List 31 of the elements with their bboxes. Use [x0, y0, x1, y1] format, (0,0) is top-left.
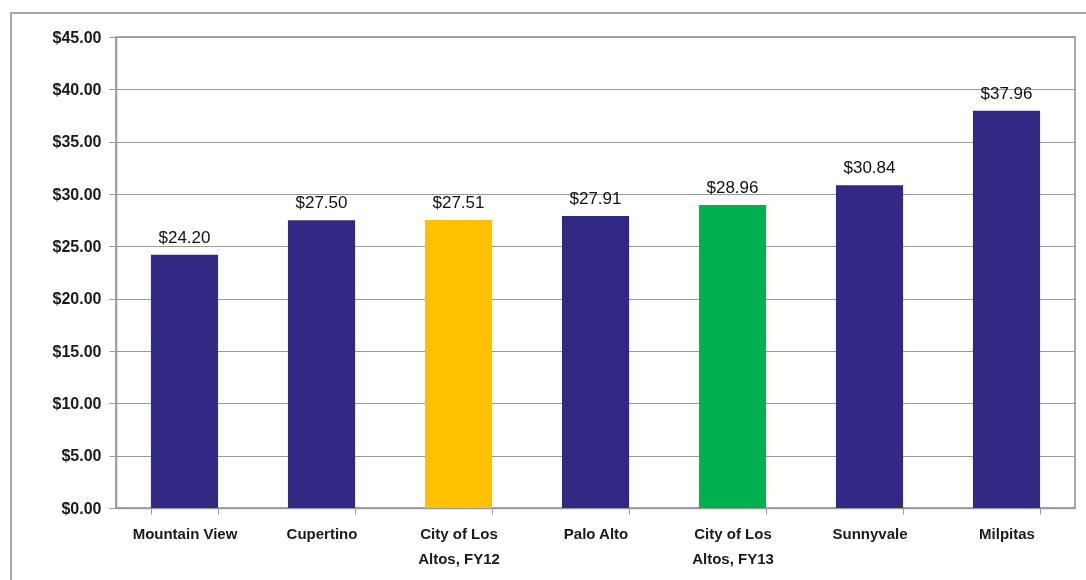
- y-tick-label: $0.00: [61, 499, 102, 517]
- data-label: $37.96: [980, 83, 1033, 103]
- y-tick-label: $10.00: [52, 394, 102, 412]
- x-tick-label: Palo Alto: [563, 524, 629, 542]
- bar: [835, 185, 904, 508]
- y-tick-label: $5.00: [61, 447, 102, 465]
- bar: [150, 254, 219, 508]
- data-label: $28.96: [706, 177, 759, 197]
- y-tick-label: $20.00: [52, 290, 102, 308]
- data-label: $27.50: [295, 193, 348, 213]
- bar: [972, 110, 1041, 508]
- bar: [424, 220, 493, 508]
- y-tick-label: $40.00: [52, 80, 102, 98]
- y-tick-label: $15.00: [52, 342, 102, 360]
- data-label: $27.51: [432, 193, 485, 213]
- data-label: $24.20: [158, 227, 211, 247]
- x-tick-label: Cupertino: [286, 524, 358, 542]
- y-tick-label: $45.00: [52, 28, 102, 46]
- bar: [287, 220, 356, 508]
- x-tick-label: Milpitas: [979, 524, 1035, 542]
- y-tick-label: $30.00: [52, 185, 102, 203]
- x-tick-label: Sunnyvale: [832, 524, 908, 542]
- x-tick-label: City of Los Altos, FY13: [692, 524, 774, 567]
- data-label: $30.84: [843, 158, 896, 178]
- x-tick-label: City of Los Altos, FY12: [418, 524, 500, 567]
- y-tick-label: $25.00: [52, 237, 102, 255]
- y-tick-label: $35.00: [52, 133, 102, 151]
- bar: [698, 204, 767, 508]
- x-tick-label: Mountain View: [132, 524, 238, 542]
- data-label: $27.91: [569, 188, 622, 208]
- bar: [561, 215, 630, 508]
